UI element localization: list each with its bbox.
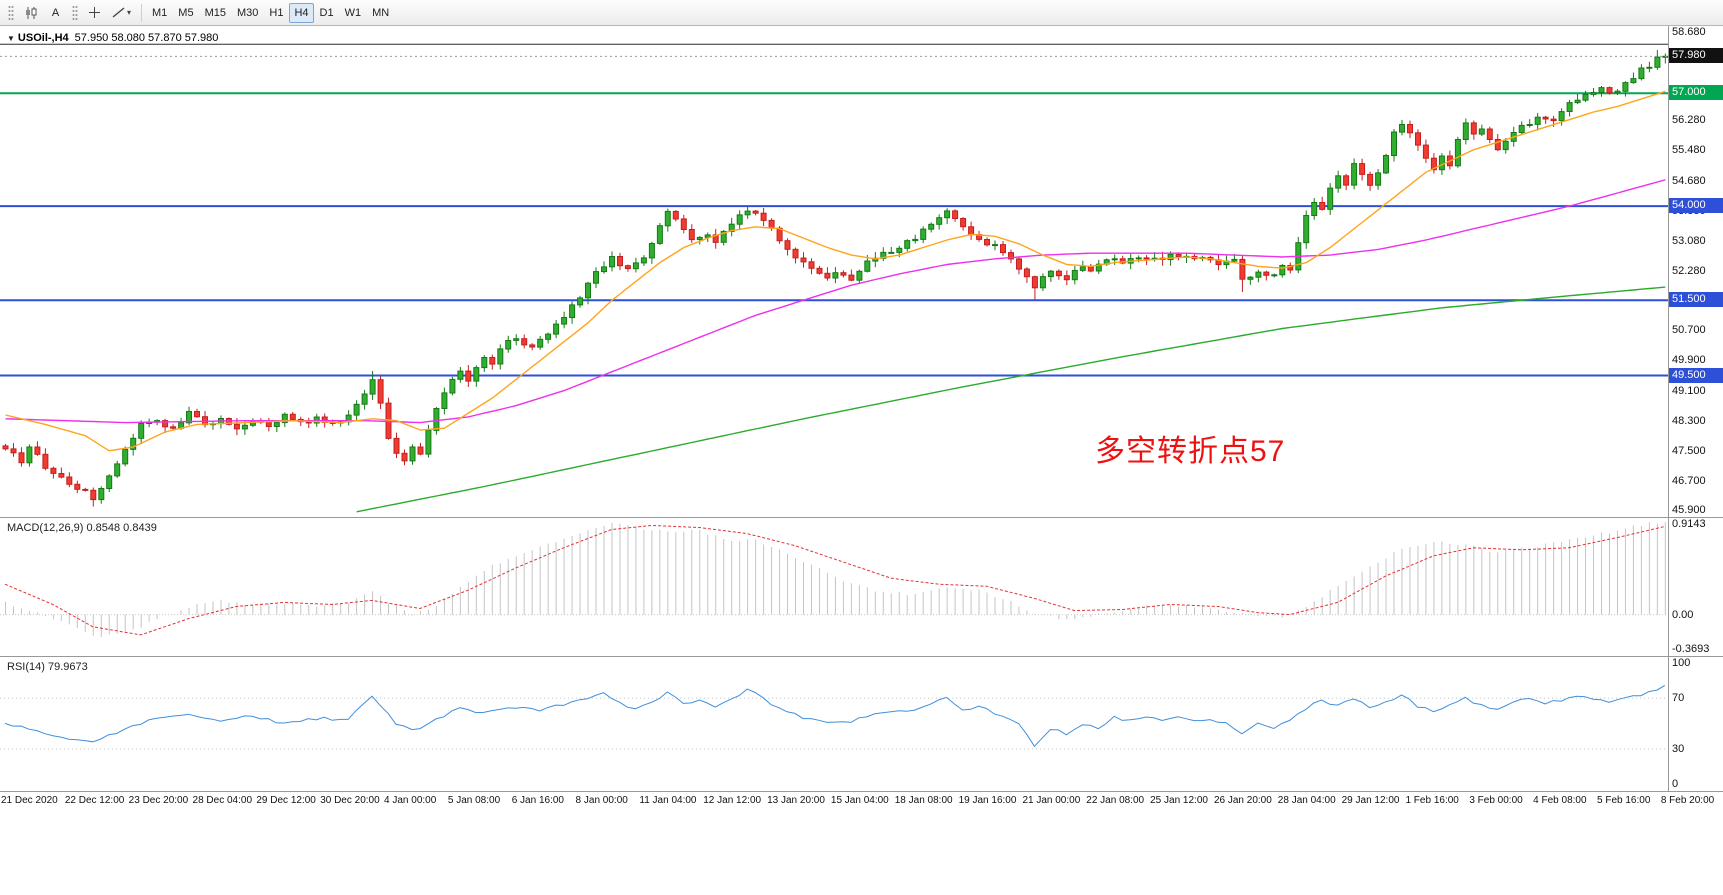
date-label: 28 Jan 04:00 (1277, 795, 1336, 806)
date-label: 30 Dec 20:00 (320, 795, 380, 806)
macd-axis-label: -0.3693 (1672, 643, 1710, 655)
macd-axis-label: 0.9143 (1672, 518, 1706, 530)
toolbar-grip[interactable] (8, 4, 14, 21)
crosshair-tool-button[interactable] (83, 3, 106, 23)
timeframe-m15-button[interactable]: M15 (200, 3, 231, 23)
symbol-dropdown-icon[interactable]: ▼ (7, 34, 15, 43)
timeframe-buttons: M1 M5 M15 M30 H1 H4 D1 W1 MN (147, 2, 394, 23)
rsi-axis[interactable]: 100 70 30 0 (1668, 657, 1723, 791)
date-label: 3 Feb 00:00 (1469, 795, 1523, 806)
price-axis-label: 55.480 (1672, 144, 1706, 157)
text-tool-button[interactable]: A (44, 3, 67, 23)
macd-axis-label: 0.00 (1672, 608, 1694, 621)
rsi-panel[interactable]: 100 70 30 0 RSI(14) 79.9673 (0, 657, 1723, 792)
time-axis[interactable]: 21 Dec 2020 22 Dec 12:00 23 Dec 20:00 28 De… (0, 792, 1723, 810)
trendline-icon (112, 7, 125, 18)
date-label: 21 Jan 00:00 (1022, 795, 1081, 806)
price-axis-label: 56.280 (1672, 114, 1706, 127)
toolbar-grip[interactable] (72, 4, 78, 21)
price-tag: 54.000 (1669, 198, 1723, 214)
date-label: 29 Dec 12:00 (256, 795, 316, 806)
price-axis-label: 53.080 (1672, 234, 1706, 247)
date-label: 15 Jan 04:00 (830, 795, 889, 806)
date-label: 13 Jan 20:00 (767, 795, 825, 806)
date-label: 1 Feb 16:00 (1405, 795, 1459, 806)
date-label: 23 Dec 20:00 (128, 795, 189, 806)
date-label: 21 Dec 2020 (1, 795, 58, 806)
symbol-label: USOil-,H4 (17, 32, 69, 44)
rsi-axis-label: 70 (1672, 692, 1685, 705)
price-axis[interactable]: 58.68056.28055.48054.68053.88053.08052.2… (1668, 26, 1723, 517)
timeframe-w1-button[interactable]: W1 (340, 3, 367, 23)
price-axis-label: 54.680 (1672, 174, 1706, 187)
date-label: 18 Jan 08:00 (894, 795, 953, 806)
price-axis-label: 47.500 (1672, 444, 1706, 457)
timeframe-h4-button[interactable]: H4 (289, 2, 314, 23)
date-label: 19 Jan 16:00 (958, 795, 1017, 806)
price-axis-label: 49.100 (1672, 384, 1706, 397)
price-tag: 51.500 (1669, 292, 1723, 308)
date-label: 11 Jan 04:00 (639, 795, 697, 806)
price-axis-label: 48.300 (1672, 414, 1706, 427)
chart-title: ▼ USOil-,H4 57.950 58.080 57.870 57.980 (7, 32, 218, 44)
timeframe-m5-button[interactable]: M5 (173, 3, 198, 23)
date-label: 4 Jan 00:00 (384, 795, 437, 806)
macd-axis[interactable]: 0.9143 0.00 -0.3693 (1668, 518, 1723, 656)
price-axis-label: 50.700 (1672, 324, 1706, 337)
price-axis-label: 46.700 (1672, 474, 1706, 487)
price-tag: 49.500 (1669, 367, 1723, 383)
timeframe-m30-button[interactable]: M30 (232, 3, 263, 23)
toolbar-separator (141, 3, 143, 22)
price-tag: 57.000 (1669, 85, 1723, 101)
chart-window: 58.68056.28055.48054.68053.88053.08052.2… (0, 26, 1723, 895)
timeframe-h1-button[interactable]: H1 (264, 3, 288, 23)
macd-panel[interactable]: 0.9143 0.00 -0.3693 MACD(12,26,9) 0.8548 0… (0, 518, 1723, 657)
date-label: 4 Feb 08:00 (1533, 795, 1587, 806)
date-label: 28 Dec 04:00 (192, 795, 253, 806)
rsi-axis-label: 30 (1672, 742, 1685, 755)
date-label: 5 Jan 08:00 (447, 795, 501, 806)
price-axis-label: 52.280 (1672, 264, 1706, 277)
toolbar: A ▾ M1 M5 M15 M30 H1 H4 D1 W1 MN (0, 0, 1723, 26)
date-label: 8 Feb 20:00 (1660, 795, 1715, 806)
rsi-axis-label: 0 (1672, 778, 1679, 790)
candlestick-chart[interactable] (0, 26, 1668, 517)
price-tag: 57.980 (1669, 48, 1723, 64)
ohlc-values: 57.950 58.080 57.870 57.980 (74, 32, 219, 44)
rsi-axis-label: 100 (1672, 657, 1691, 669)
price-axis-label: 45.900 (1672, 504, 1706, 516)
date-label: 22 Dec 12:00 (64, 795, 125, 806)
date-label: 12 Jan 12:00 (703, 795, 762, 806)
date-label: 25 Jan 12:00 (1150, 795, 1208, 806)
chevron-down-icon: ▾ (127, 7, 132, 17)
rsi-chart[interactable] (0, 657, 1668, 791)
macd-chart[interactable] (0, 518, 1668, 656)
price-axis-label: 49.900 (1672, 354, 1706, 367)
rsi-label: RSI(14) 79.9673 (7, 661, 88, 673)
timeframe-mn-button[interactable]: MN (367, 3, 394, 23)
main-chart-panel[interactable]: 58.68056.28055.48054.68053.88053.08052.2… (0, 26, 1723, 518)
draw-tools-button[interactable]: ▾ (107, 3, 136, 23)
date-label: 5 Feb 16:00 (1597, 795, 1651, 806)
chart-annotation-text: 多空转折点57 (1095, 435, 1286, 468)
crosshair-icon (89, 7, 100, 18)
date-label: 6 Jan 16:00 (511, 795, 564, 806)
chart-type-button[interactable] (19, 3, 43, 23)
price-axis-label: 58.680 (1672, 26, 1706, 38)
timeframe-d1-button[interactable]: D1 (315, 3, 339, 23)
date-label: 26 Jan 20:00 (1213, 795, 1272, 806)
timeframe-m1-button[interactable]: M1 (147, 3, 172, 23)
date-label: 8 Jan 00:00 (575, 795, 628, 806)
macd-label: MACD(12,26,9) 0.8548 0.8439 (7, 522, 157, 534)
candlestick-chart-icon (26, 6, 37, 19)
date-label: 22 Jan 08:00 (1086, 795, 1145, 806)
date-label: 29 Jan 12:00 (1341, 795, 1400, 806)
